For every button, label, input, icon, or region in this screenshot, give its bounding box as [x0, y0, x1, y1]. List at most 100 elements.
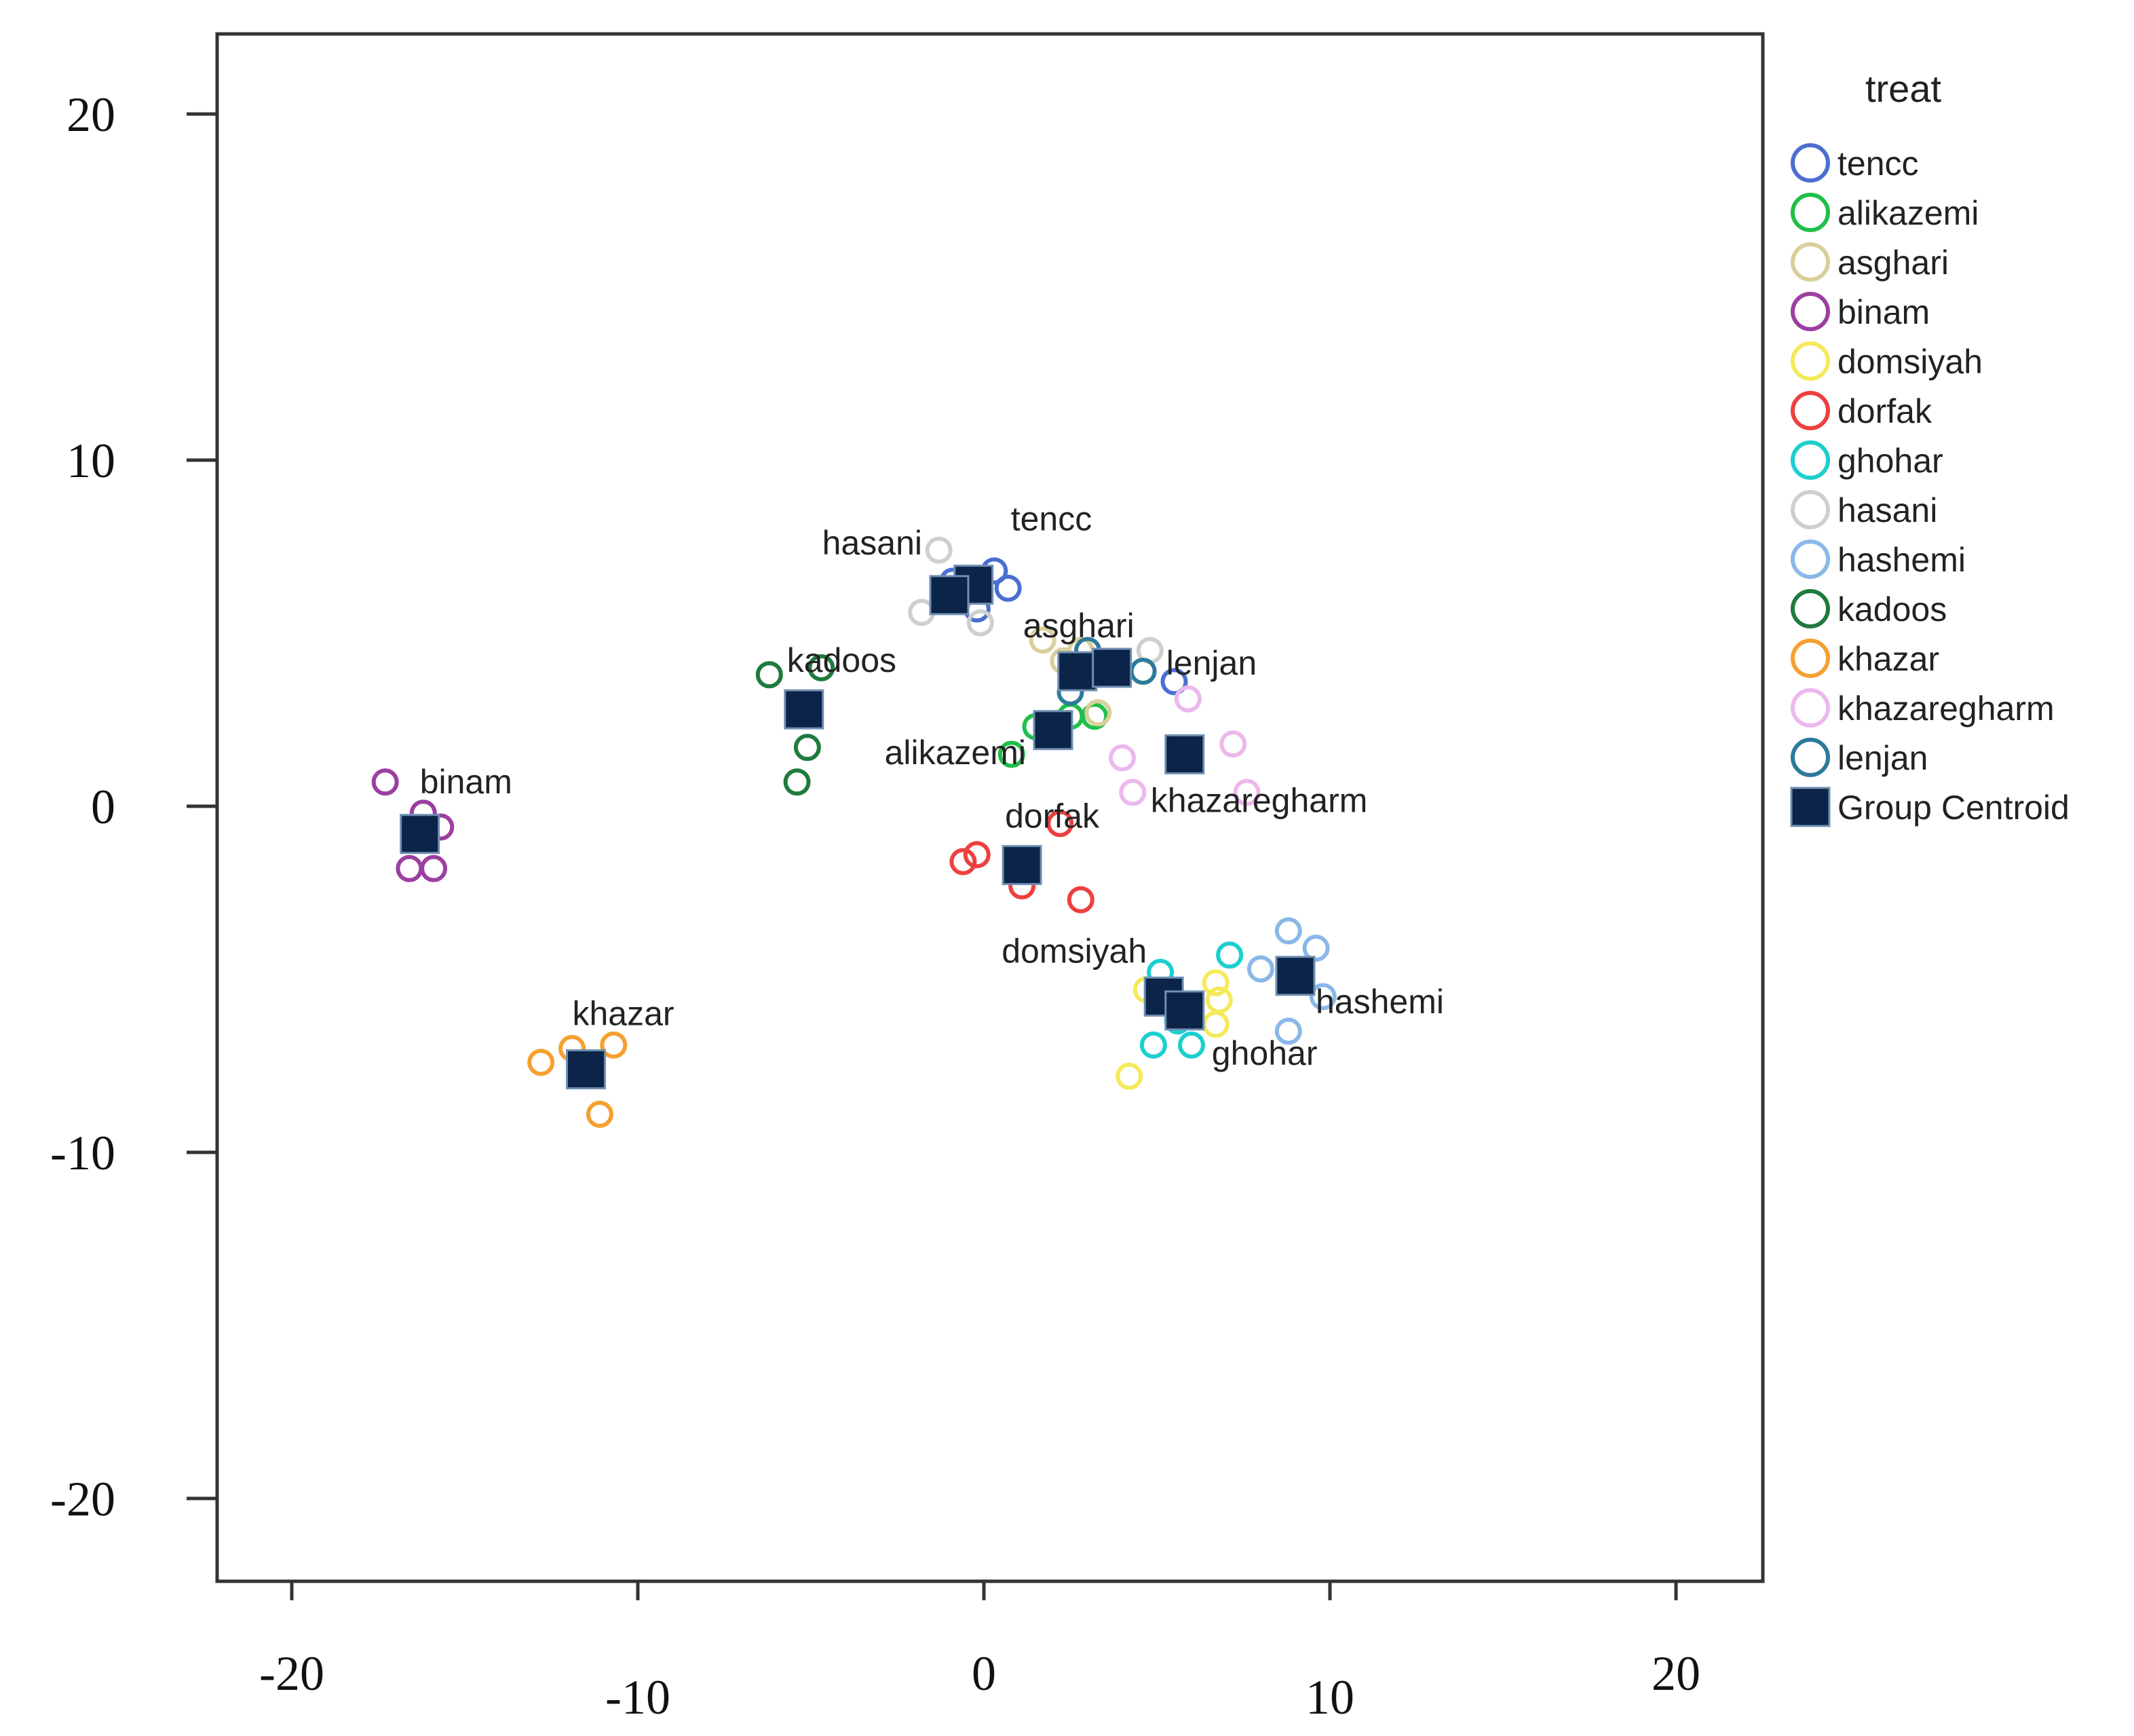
legend-marker-ghohar [1791, 440, 1830, 480]
group-label-hashemi: hashemi [1316, 983, 1444, 1021]
legend-marker-lenjan [1791, 738, 1830, 777]
centroid-kadoos [784, 689, 824, 730]
group-label-khazaregharm: khazaregharm [1151, 782, 1368, 820]
legend: treat tencc alikazemi asghari binam domsiyah… [1790, 67, 2070, 827]
legend-marker-binam [1791, 292, 1830, 331]
data-point-ghohar [1178, 1031, 1205, 1059]
group-label-asghari: asghari [1023, 607, 1135, 645]
data-point-tencc [1160, 668, 1188, 696]
data-point-kadoos [755, 661, 783, 689]
legend-marker-hashemi [1791, 540, 1830, 579]
axes: -20 -10 0 10 20 20 10 0 -10 -20 [50, 88, 1700, 1724]
legend-marker-khazar [1791, 639, 1830, 678]
legend-label-asghari: asghari [1837, 244, 1949, 282]
data-point-khazar [586, 1100, 613, 1128]
data-point-khazaregharm [1174, 685, 1202, 713]
group-label-dorfak: dorfak [1005, 797, 1100, 835]
legend-label-domsiyah: domsiyah [1837, 343, 1983, 381]
group-label-binam: binam [420, 763, 512, 801]
legend-marker-centroid [1790, 787, 1831, 827]
data-point-hashemi [1274, 1017, 1302, 1045]
x-tick-label: 20 [1652, 1646, 1700, 1701]
legend-label-lenjan: lenjan [1837, 739, 1928, 777]
centroid-binam [400, 814, 440, 854]
data-point-kadoos [793, 734, 821, 761]
y-tick-label: 20 [66, 88, 115, 142]
data-point-khazaregharm [1233, 778, 1261, 806]
legend-marker-asghari [1791, 242, 1830, 282]
legend-label-dorfak: dorfak [1837, 392, 1932, 430]
legend-marker-khazaregharm [1791, 688, 1830, 728]
data-point-hasani [925, 536, 953, 564]
data-point-binam [420, 854, 448, 882]
group-label-hasani: hasani [822, 524, 922, 562]
centroid-dorfak [1002, 845, 1042, 886]
centroid-hashemi [1275, 956, 1316, 996]
legend-label-binam: binam [1837, 293, 1930, 331]
legend-label-tencc: tencc [1837, 145, 1919, 183]
group-label-ghohar: ghohar [1212, 1034, 1318, 1072]
data-point-kadoos [807, 654, 835, 681]
data-point-binam [371, 768, 399, 796]
legend-marker-dorfak [1791, 391, 1830, 430]
data-point-hashemi [1309, 983, 1337, 1011]
data-point-domsiyah [1205, 986, 1233, 1014]
data-point-khazaregharm [1219, 730, 1247, 758]
data-point-hasani [966, 609, 994, 637]
group-centroids [400, 565, 1316, 1090]
legend-label-ghohar: ghohar [1837, 442, 1943, 480]
data-point-dorfak [963, 841, 991, 869]
group-label-alikazemi: alikazemi [885, 734, 1026, 772]
centroid-asghari [1057, 651, 1098, 692]
data-point-tencc [994, 574, 1022, 602]
data-point-khazar [527, 1049, 555, 1076]
legend-label-hasani: hasani [1837, 491, 1937, 529]
data-point-khazar [600, 1031, 628, 1059]
data-point-khazaregharm [1119, 778, 1147, 806]
data-point-khazaregharm [1109, 744, 1136, 772]
group-label-domsiyah: domsiyah [1002, 932, 1147, 970]
centroid-alikazemi [1033, 710, 1073, 751]
data-point-hashemi [1302, 935, 1330, 962]
data-point-ghohar [1139, 1031, 1167, 1059]
group-label-kadoos: kadoos [787, 641, 896, 679]
legend-marker-tencc [1791, 143, 1830, 183]
data-point-hashemi [1274, 917, 1302, 945]
legend-label-hashemi: hashemi [1837, 541, 1966, 579]
data-point-kadoos [783, 768, 811, 796]
centroid-ghohar [1164, 990, 1205, 1031]
legend-marker-kadoos [1791, 589, 1830, 628]
data-point-asghari [1084, 699, 1112, 727]
centroid-khazar [566, 1049, 606, 1090]
legend-label-kadoos: kadoos [1837, 590, 1947, 628]
centroid-khazaregharm [1164, 734, 1205, 774]
group-label-tencc: tencc [1011, 500, 1092, 538]
plot-frame [215, 32, 1765, 1583]
legend-label-group-centroid: Group Centroid [1837, 789, 2070, 827]
legend-marker-hasani [1791, 490, 1830, 529]
legend-title: treat [1865, 67, 1941, 110]
data-point-asghari [1029, 626, 1056, 654]
data-point-domsiyah [1202, 969, 1230, 997]
x-tick-label: -10 [605, 1670, 670, 1724]
x-tick-label: 0 [972, 1646, 996, 1701]
data-point-ghohar [1216, 941, 1244, 969]
y-tick-label: -20 [50, 1472, 115, 1526]
legend-marker-domsiyah [1791, 341, 1830, 381]
y-tick-label: 0 [91, 780, 115, 834]
group-label-lenjan: lenjan [1166, 644, 1257, 682]
data-point-hashemi [1247, 955, 1274, 983]
y-tick-label: 10 [66, 434, 115, 488]
legend-label-alikazemi: alikazemi [1837, 194, 1979, 232]
group-labels: tencc alikazemi asghari binam domsiyah dorfak… [420, 500, 1444, 1072]
legend-label-khazar: khazar [1837, 640, 1939, 678]
data-point-alikazemi [997, 740, 1025, 768]
legend-label-khazaregharm: khazaregharm [1837, 690, 2055, 728]
data-point-dorfak [949, 848, 977, 875]
x-tick-label: -20 [259, 1646, 324, 1701]
group-label-khazar: khazar [573, 995, 674, 1033]
legend-marker-alikazemi [1791, 193, 1830, 232]
x-tick-label: 10 [1306, 1670, 1354, 1724]
y-tick-label: -10 [50, 1126, 115, 1180]
